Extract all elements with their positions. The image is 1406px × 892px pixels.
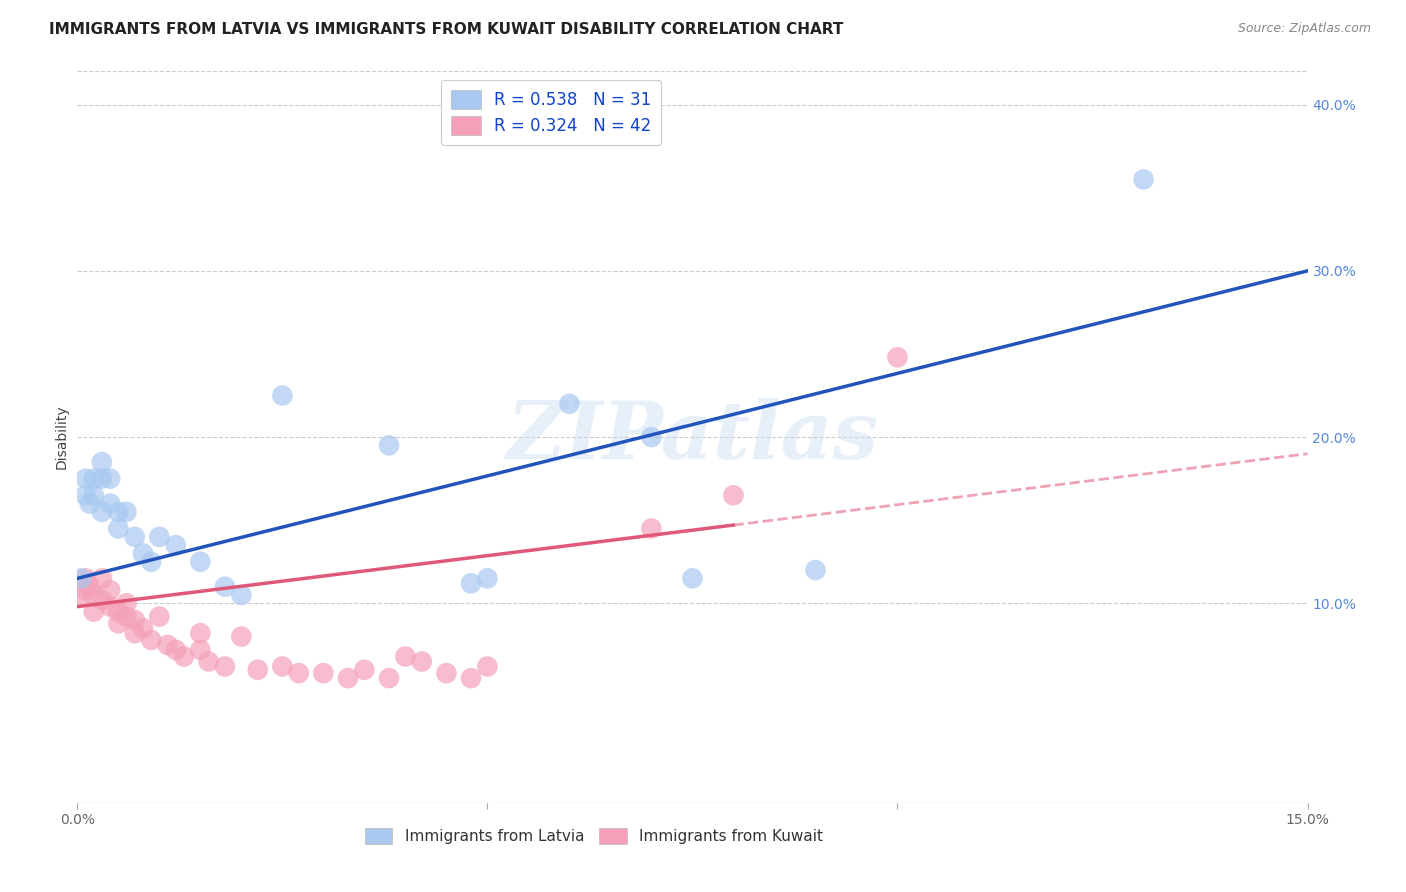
Point — [75, 472, 97, 486]
Point — [682, 571, 704, 585]
Point — [98, 582, 121, 597]
Point — [477, 659, 499, 673]
Point — [394, 649, 416, 664]
Point — [558, 397, 581, 411]
Point — [214, 580, 236, 594]
Point — [124, 613, 146, 627]
Point — [124, 530, 146, 544]
Y-axis label: Disability: Disability — [55, 405, 69, 469]
Point — [460, 671, 482, 685]
Point — [271, 659, 294, 673]
Point — [231, 588, 253, 602]
Point — [337, 671, 360, 685]
Point — [141, 555, 163, 569]
Point — [98, 472, 121, 486]
Point — [804, 563, 827, 577]
Point — [90, 472, 114, 486]
Point — [107, 605, 129, 619]
Point — [124, 626, 146, 640]
Point — [90, 455, 114, 469]
Point — [246, 663, 269, 677]
Legend: Immigrants from Latvia, Immigrants from Kuwait: Immigrants from Latvia, Immigrants from … — [359, 822, 830, 850]
Point — [115, 596, 138, 610]
Point — [165, 538, 187, 552]
Point — [214, 659, 236, 673]
Point — [132, 621, 155, 635]
Point — [141, 632, 163, 647]
Point — [90, 505, 114, 519]
Text: IMMIGRANTS FROM LATVIA VS IMMIGRANTS FROM KUWAIT DISABILITY CORRELATION CHART: IMMIGRANTS FROM LATVIA VS IMMIGRANTS FRO… — [49, 22, 844, 37]
Point — [188, 626, 212, 640]
Point — [115, 505, 138, 519]
Point — [231, 630, 253, 644]
Point — [436, 666, 458, 681]
Text: ZIPatlas: ZIPatlas — [506, 399, 879, 475]
Point — [723, 488, 745, 502]
Point — [83, 472, 105, 486]
Point — [378, 671, 401, 685]
Point — [378, 438, 401, 452]
Point — [188, 555, 212, 569]
Point — [98, 599, 121, 614]
Point — [83, 588, 105, 602]
Point — [460, 576, 482, 591]
Point — [288, 666, 311, 681]
Point — [83, 605, 105, 619]
Point — [271, 388, 294, 402]
Point — [75, 571, 97, 585]
Point — [640, 521, 662, 535]
Point — [83, 488, 105, 502]
Point — [75, 582, 97, 597]
Point — [156, 638, 179, 652]
Point — [79, 497, 101, 511]
Point — [148, 609, 170, 624]
Point — [75, 488, 97, 502]
Point — [107, 505, 129, 519]
Point — [107, 616, 129, 631]
Point — [312, 666, 335, 681]
Point — [173, 649, 195, 664]
Point — [132, 546, 155, 560]
Point — [98, 497, 121, 511]
Point — [411, 655, 433, 669]
Point — [148, 530, 170, 544]
Point — [107, 521, 129, 535]
Point — [188, 643, 212, 657]
Point — [90, 571, 114, 585]
Point — [70, 571, 93, 585]
Point — [165, 643, 187, 657]
Point — [1132, 172, 1154, 186]
Point — [70, 588, 93, 602]
Point — [79, 580, 101, 594]
Point — [90, 593, 114, 607]
Point — [477, 571, 499, 585]
Text: Source: ZipAtlas.com: Source: ZipAtlas.com — [1237, 22, 1371, 36]
Point — [353, 663, 375, 677]
Point — [197, 655, 219, 669]
Point — [640, 430, 662, 444]
Point — [115, 609, 138, 624]
Point — [886, 351, 908, 365]
